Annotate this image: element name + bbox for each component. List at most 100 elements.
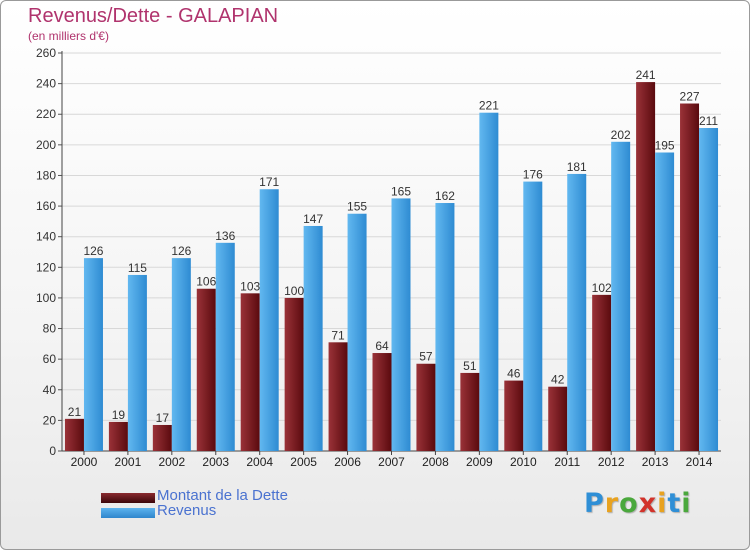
x-tick-label: 2003 xyxy=(202,455,229,469)
y-tick-label: 60 xyxy=(43,352,57,366)
bar-dette xyxy=(64,418,84,451)
x-tick-label: 2009 xyxy=(466,455,493,469)
data-label-dette: 51 xyxy=(463,359,477,373)
chart-title: Revenus/Dette - GALAPIAN xyxy=(28,5,279,27)
legend-label-dette: Montant de la Dette xyxy=(157,487,288,504)
bar-revenus xyxy=(523,181,543,452)
y-tick-label: 0 xyxy=(49,444,56,458)
legend-label-revenus: Revenus xyxy=(157,502,217,519)
bar-dette xyxy=(240,293,260,451)
data-label-revenus: 155 xyxy=(347,200,367,214)
x-tick-label: 2000 xyxy=(71,455,98,469)
bar-dette xyxy=(196,288,216,451)
data-label-revenus: 202 xyxy=(611,128,631,142)
logo-letter: o xyxy=(619,488,639,519)
x-tick-label: 2012 xyxy=(598,455,625,469)
data-label-dette: 71 xyxy=(331,328,345,342)
data-label-dette: 46 xyxy=(507,367,521,381)
bars xyxy=(64,82,719,452)
bar-dette xyxy=(680,103,700,451)
x-tick-label: 2013 xyxy=(642,455,669,469)
bar-dette xyxy=(108,421,128,451)
data-label-revenus: 147 xyxy=(303,212,323,226)
data-label-revenus: 126 xyxy=(171,244,191,258)
bar-revenus xyxy=(303,225,323,451)
bar-revenus xyxy=(391,198,411,451)
bar-dette xyxy=(636,82,656,451)
data-label-revenus: 176 xyxy=(523,168,543,182)
x-tick-label: 2002 xyxy=(158,455,185,469)
y-tick-label: 220 xyxy=(36,107,56,121)
y-tick-label: 120 xyxy=(36,260,56,274)
bar-revenus xyxy=(699,128,719,451)
data-label-revenus: 221 xyxy=(479,99,499,113)
logo-letter: i xyxy=(681,488,692,519)
data-label-dette: 103 xyxy=(240,279,260,293)
y-tick-label: 200 xyxy=(36,138,56,152)
y-tick-label: 240 xyxy=(36,77,56,91)
chart-subtitle: (en milliers d'€) xyxy=(28,29,109,43)
data-label-revenus: 171 xyxy=(259,175,279,189)
x-axis-ticks: 2000 2001 2002 2003 2004 2005 2006 2007 2008 2009… xyxy=(71,451,713,469)
bar-revenus xyxy=(567,173,587,451)
value-labels: 21 126 19 115 17 126 106 136 103 171 100 147 71 155 64… xyxy=(68,68,719,425)
bar-dette xyxy=(592,294,612,451)
data-label-revenus: 211 xyxy=(699,114,718,128)
data-label-revenus: 136 xyxy=(215,229,235,243)
y-tick-label: 100 xyxy=(36,291,56,305)
logo-letter: r xyxy=(604,488,620,519)
y-tick-label: 40 xyxy=(43,383,57,397)
bar-revenus xyxy=(83,258,103,451)
bar-revenus xyxy=(655,152,675,451)
data-label-dette: 19 xyxy=(112,408,126,422)
x-tick-label: 2005 xyxy=(290,455,317,469)
bar-dette xyxy=(152,424,172,451)
x-tick-label: 2008 xyxy=(422,455,449,469)
data-label-dette: 241 xyxy=(636,68,656,82)
bar-dette xyxy=(328,342,348,451)
legend-swatch-dette xyxy=(101,493,155,503)
bar-revenus xyxy=(435,203,455,451)
bar-dette xyxy=(548,386,568,451)
data-label-dette: 106 xyxy=(196,275,216,289)
data-label-revenus: 115 xyxy=(128,261,147,275)
y-tick-label: 20 xyxy=(43,413,57,427)
bar-revenus xyxy=(479,112,499,451)
data-label-dette: 100 xyxy=(284,284,304,298)
data-label-revenus: 165 xyxy=(391,184,411,198)
data-label-revenus: 162 xyxy=(435,189,455,203)
data-label-dette: 102 xyxy=(592,281,612,295)
data-label-dette: 57 xyxy=(419,350,433,364)
y-tick-label: 140 xyxy=(36,230,56,244)
data-label-dette: 227 xyxy=(680,90,700,104)
legend-swatch-revenus xyxy=(101,508,155,518)
data-label-dette: 17 xyxy=(156,411,170,425)
bar-revenus xyxy=(215,242,235,451)
logo-letter: x xyxy=(638,488,658,519)
data-label-revenus: 195 xyxy=(655,139,675,153)
y-tick-label: 260 xyxy=(36,46,56,60)
data-label-revenus: 126 xyxy=(83,244,103,258)
x-tick-label: 2011 xyxy=(554,455,580,469)
logo-letter: t xyxy=(667,488,682,519)
x-tick-label: 2007 xyxy=(378,455,405,469)
data-label-dette: 42 xyxy=(551,373,565,387)
bar-revenus xyxy=(611,141,631,452)
bar-dette xyxy=(416,363,436,451)
y-tick-label: 160 xyxy=(36,199,56,213)
y-tick-label: 80 xyxy=(43,322,57,336)
data-label-dette: 21 xyxy=(68,405,82,419)
bar-dette xyxy=(372,353,392,451)
x-tick-label: 2004 xyxy=(246,455,273,469)
x-tick-label: 2010 xyxy=(510,455,537,469)
proxiti-logo: Proxiti xyxy=(584,488,692,519)
x-tick-label: 2006 xyxy=(334,455,361,469)
logo-letter: i xyxy=(657,488,668,519)
bar-revenus xyxy=(347,213,367,451)
y-axis-ticks: 0 20 40 60 80 100 120 140 160 180 200 220 240 260 xyxy=(36,46,721,458)
x-tick-label: 2014 xyxy=(686,455,713,469)
data-label-dette: 64 xyxy=(375,339,389,353)
data-label-revenus: 181 xyxy=(567,160,587,174)
x-tick-label: 2001 xyxy=(115,455,142,469)
